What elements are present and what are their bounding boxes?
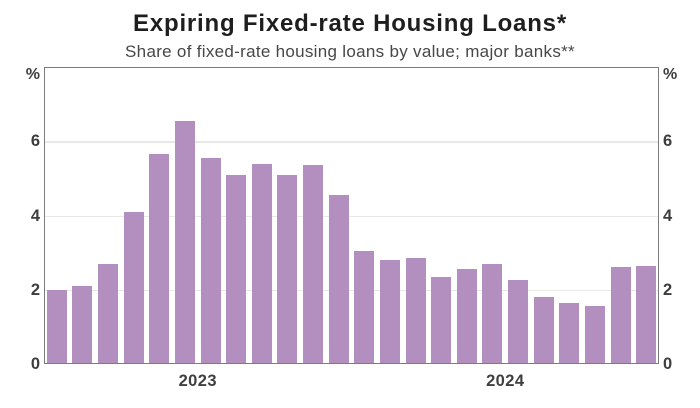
y-axis-unit-right: % <box>663 66 678 83</box>
x-year-label-2024: 2024 <box>486 372 525 390</box>
bar-2024-07 <box>508 280 529 364</box>
bar-2024-10 <box>584 306 605 364</box>
bar-2023-06 <box>174 120 195 364</box>
bar-2024-09 <box>559 302 580 364</box>
bar-2023-01 <box>46 289 67 364</box>
bar-2024-01 <box>354 250 375 364</box>
bar-2024-04 <box>431 276 452 364</box>
bar-2023-03 <box>98 263 119 364</box>
bar-2023-12 <box>328 195 349 364</box>
bar-2024-03 <box>405 258 426 364</box>
gridline-4 <box>44 215 659 217</box>
y-tick-left-4: 4 <box>30 206 40 225</box>
bar-2024-02 <box>379 260 400 364</box>
chart-title: Expiring Fixed-rate Housing Loans* <box>133 10 567 37</box>
bar-2024-11 <box>610 267 631 364</box>
y-tick-left-2: 2 <box>30 280 40 299</box>
y-tick-left-6: 6 <box>30 132 40 151</box>
y-tick-right-6: 6 <box>663 132 673 151</box>
bar-2023-04 <box>123 211 144 364</box>
y-tick-right-4: 4 <box>663 206 673 225</box>
bar-2023-11 <box>303 165 324 364</box>
y-axis-unit-left: % <box>25 66 40 83</box>
x-year-label-2023: 2023 <box>178 372 217 390</box>
y-tick-right-0: 0 <box>663 355 673 373</box>
bar-2024-12 <box>636 265 657 364</box>
bar-2024-05 <box>456 269 477 364</box>
bar-2023-02 <box>72 286 93 364</box>
gridline-2 <box>44 289 659 292</box>
gridline-6 <box>44 141 659 143</box>
y-tick-left-0: 0 <box>30 355 40 373</box>
bar-2023-07 <box>200 157 221 364</box>
bar-2024-06 <box>482 263 503 364</box>
bar-2023-09 <box>251 163 272 364</box>
chart-subtitle: Share of fixed-rate housing loans by val… <box>125 42 575 61</box>
bar-2023-05 <box>149 154 170 364</box>
bar-2023-10 <box>277 174 298 364</box>
plot-area <box>44 67 659 364</box>
bar-2023-08 <box>226 174 247 364</box>
y-tick-right-2: 2 <box>663 280 673 299</box>
bar-2024-08 <box>533 297 554 364</box>
